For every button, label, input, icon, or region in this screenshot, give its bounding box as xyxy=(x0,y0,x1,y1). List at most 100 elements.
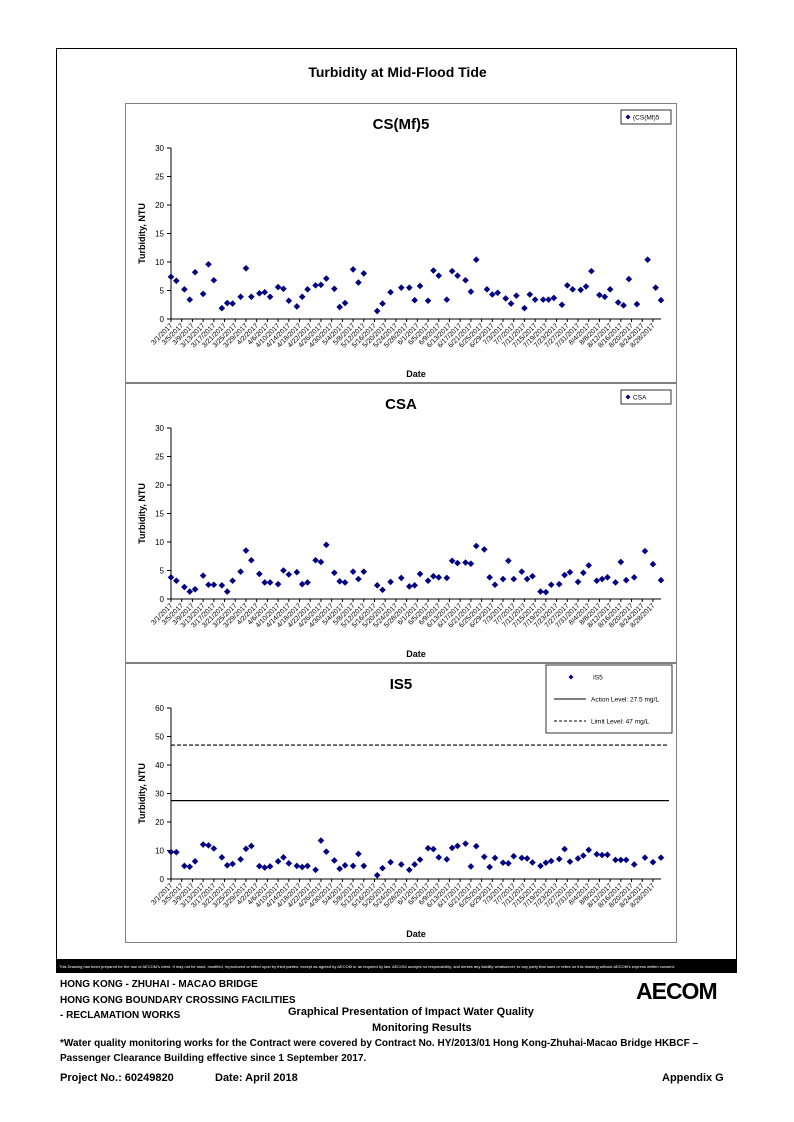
legend-label: (CS(Mf)5 xyxy=(633,115,660,122)
data-point xyxy=(373,871,381,879)
data-point xyxy=(462,276,469,284)
data-point xyxy=(205,260,212,268)
data-point xyxy=(521,304,528,312)
data-point xyxy=(317,281,325,289)
legend-box xyxy=(620,109,672,125)
data-point xyxy=(585,562,593,569)
note-line-2: Passenger Clearance Building effective s… xyxy=(60,1053,367,1064)
data-point xyxy=(547,581,555,589)
data-point xyxy=(331,569,338,577)
data-point xyxy=(397,861,405,868)
legend-marker xyxy=(625,114,631,120)
data-point xyxy=(462,840,469,847)
data-point xyxy=(373,582,381,589)
data-point xyxy=(657,854,665,861)
data-point xyxy=(448,557,456,565)
data-point xyxy=(242,845,250,853)
data-point xyxy=(280,285,287,293)
data-point xyxy=(323,848,330,855)
data-point xyxy=(604,574,611,581)
legend-label: Limit Level: 47 mg/L xyxy=(591,719,650,726)
data-point xyxy=(336,303,343,311)
data-point xyxy=(424,844,432,852)
data-point xyxy=(537,588,544,595)
data-point xyxy=(542,588,550,596)
data-point xyxy=(435,854,443,861)
data-point xyxy=(237,856,244,863)
data-point xyxy=(229,300,236,307)
y-tick-label: 10 xyxy=(155,258,164,267)
project-title-line-1: HONG KONG - ZHUHAI - MACAO BRIDGE xyxy=(60,979,258,990)
data-point xyxy=(323,275,330,282)
y-axis-label: Turbidity, NTU xyxy=(137,483,147,544)
data-point xyxy=(261,288,269,296)
data-point xyxy=(406,284,413,291)
y-tick-label: 30 xyxy=(155,144,164,153)
y-tick-label: 20 xyxy=(155,481,164,490)
data-point xyxy=(483,286,491,293)
data-point xyxy=(373,307,381,315)
data-point xyxy=(304,579,311,586)
data-point xyxy=(622,856,630,864)
y-tick-label: 0 xyxy=(160,315,165,324)
data-point xyxy=(341,579,349,586)
data-point xyxy=(191,858,199,865)
data-point xyxy=(518,854,526,862)
data-point xyxy=(462,559,469,566)
data-point xyxy=(617,856,625,864)
data-point xyxy=(355,850,362,858)
data-point xyxy=(274,580,282,588)
data-point xyxy=(580,852,587,859)
data-point xyxy=(323,541,330,549)
data-point xyxy=(387,578,394,586)
data-point xyxy=(266,293,274,301)
data-point xyxy=(261,579,269,586)
data-point xyxy=(569,286,576,293)
drawing-title-line-2: Monitoring Results xyxy=(372,1022,472,1034)
chart-title: CS(Mf)5 xyxy=(373,116,430,133)
appendix-label: Appendix G xyxy=(662,1072,724,1084)
data-point xyxy=(274,283,282,291)
data-point xyxy=(397,284,405,291)
data-point xyxy=(510,575,518,583)
data-point xyxy=(430,572,437,580)
data-point xyxy=(443,296,451,303)
legend-label: CSA xyxy=(633,395,647,402)
data-point xyxy=(649,560,657,568)
data-point xyxy=(499,575,507,583)
y-tick-label: 20 xyxy=(155,201,164,210)
data-point xyxy=(256,862,263,870)
data-point xyxy=(411,296,418,304)
data-point xyxy=(612,579,619,586)
data-point xyxy=(593,850,601,858)
y-tick-label: 40 xyxy=(155,761,164,770)
data-point xyxy=(186,588,194,595)
data-point xyxy=(598,851,606,859)
data-point xyxy=(531,296,539,303)
y-tick-label: 10 xyxy=(155,538,164,547)
data-point xyxy=(566,568,574,576)
data-point xyxy=(467,560,475,567)
data-point xyxy=(518,568,526,575)
data-point xyxy=(486,574,493,581)
chart-border xyxy=(125,103,677,383)
data-point xyxy=(630,574,638,581)
data-point xyxy=(585,846,593,854)
data-point xyxy=(173,277,180,285)
data-point xyxy=(280,854,287,861)
data-point xyxy=(237,568,244,575)
data-point xyxy=(355,279,362,286)
x-axis-label: Date xyxy=(406,369,426,379)
data-point xyxy=(657,576,665,584)
data-point xyxy=(430,845,437,853)
data-point xyxy=(248,842,255,850)
data-point xyxy=(566,858,574,865)
data-point xyxy=(360,568,368,575)
chart-title: IS5 xyxy=(390,676,413,693)
data-point xyxy=(606,286,614,293)
drawing-frame: Turbidity at Mid-Flood Tide CS(Mf)5 0 5 10 1… xyxy=(56,48,737,960)
data-point xyxy=(336,578,343,585)
data-point xyxy=(223,588,231,595)
data-point xyxy=(266,863,274,870)
